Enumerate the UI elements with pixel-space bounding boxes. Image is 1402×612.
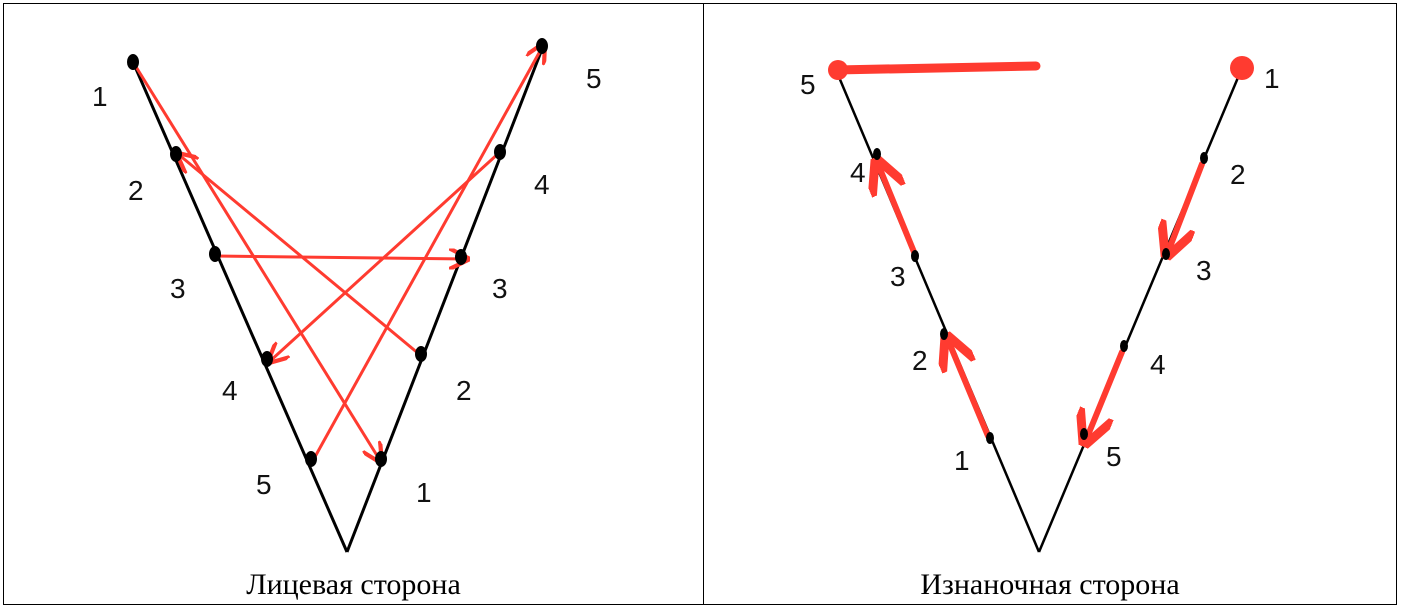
- point-right-4: [1120, 340, 1128, 352]
- label-left-4: 4: [222, 375, 238, 406]
- arrow-5-to-5: [311, 44, 544, 464]
- label-left-1: 1: [92, 81, 108, 112]
- point-right-1: [375, 451, 387, 467]
- arrow-left-3-to-4: [878, 164, 914, 252]
- point-right-3: [455, 249, 467, 265]
- point-right-2: [1200, 152, 1208, 164]
- label-right-4: 4: [534, 169, 550, 200]
- point-left-2: [170, 146, 182, 162]
- v-right-arm: [347, 44, 544, 552]
- arrow-right-2-to-3: [1168, 164, 1202, 252]
- point-right-5: [536, 38, 548, 54]
- arrow-3-to-3: [215, 256, 468, 259]
- point-left-1: [127, 54, 139, 70]
- v-right-arm: [1039, 68, 1242, 552]
- label-right-3: 3: [1196, 255, 1212, 286]
- front-side-caption: Лицевая сторона: [4, 568, 703, 602]
- v-left-arm: [836, 70, 1039, 552]
- label-right-4: 4: [1150, 349, 1166, 380]
- front-side-diagram: 1 2 3 4 5 5 4 3 2 1: [4, 4, 703, 564]
- label-right-2: 2: [456, 375, 472, 406]
- point-left-2: [940, 328, 948, 340]
- arrow-right-4-to-5: [1086, 352, 1122, 440]
- point-left-3: [209, 246, 221, 262]
- label-left-4: 4: [850, 157, 866, 188]
- point-left-3: [911, 250, 919, 262]
- point-left-4: [873, 148, 881, 160]
- label-left-3: 3: [170, 273, 186, 304]
- point-left-5: [305, 451, 317, 467]
- point-left-1: [986, 432, 994, 444]
- arrow-left-1-to-2: [948, 340, 988, 436]
- point-right-4: [494, 144, 506, 160]
- front-side-panel: 1 2 3 4 5 5 4 3 2 1 Лицевая сторона: [4, 4, 703, 604]
- label-left-3: 3: [890, 261, 906, 292]
- top-bar: [836, 66, 1036, 70]
- label-left-5: 5: [256, 469, 272, 500]
- back-side-panel: 5 4 3 2 1 1 2 3 4 5 Изнаночная сторона: [704, 4, 1396, 604]
- label-right-1: 1: [1264, 63, 1280, 94]
- label-right-2: 2: [1230, 159, 1246, 190]
- point-right-2: [415, 346, 427, 362]
- label-right-5: 5: [1106, 441, 1122, 472]
- label-right-5: 5: [586, 63, 602, 94]
- point-left-5: [828, 60, 848, 80]
- label-right-1: 1: [416, 477, 432, 508]
- label-right-3: 3: [492, 273, 508, 304]
- back-side-diagram: 5 4 3 2 1 1 2 3 4 5: [704, 4, 1396, 564]
- label-left-5: 5: [800, 69, 816, 100]
- label-left-2: 2: [128, 175, 144, 206]
- label-left-2: 2: [912, 345, 928, 376]
- label-left-1: 1: [954, 445, 970, 476]
- point-right-5: [1080, 428, 1088, 440]
- point-right-3: [1162, 248, 1170, 260]
- v-left-arm: [133, 62, 347, 552]
- point-left-4: [261, 351, 273, 367]
- point-right-1: [1230, 56, 1254, 80]
- back-side-caption: Изнаночная сторона: [704, 568, 1396, 602]
